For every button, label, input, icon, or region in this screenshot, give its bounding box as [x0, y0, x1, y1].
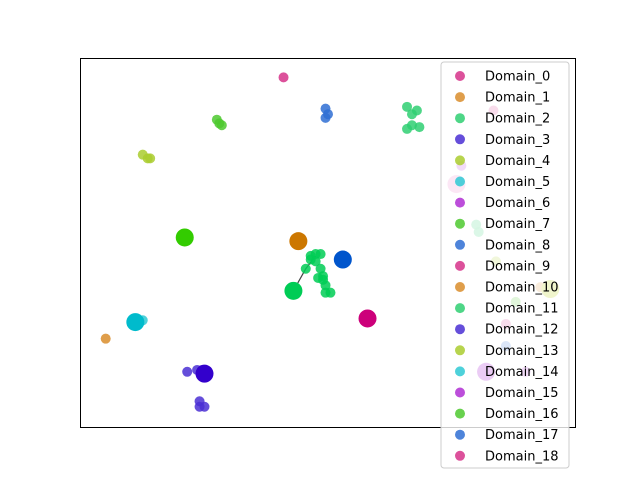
legend-marker-domain-3 — [455, 134, 465, 145]
legend-label-domain-0: Domain_0 — [485, 70, 550, 85]
centroid-3 — [195, 364, 214, 383]
legend-label-domain-1: Domain_1 — [485, 91, 550, 106]
point-cluster-green-2 — [315, 249, 326, 260]
legend-marker-domain-8 — [455, 239, 465, 250]
legend-label-domain-17: Domain_17 — [485, 428, 559, 443]
data-points — [100, 72, 546, 412]
legend-marker-domain-17 — [455, 429, 465, 440]
point-domain-1-0 — [100, 333, 111, 344]
legend-marker-domain-12 — [455, 324, 465, 335]
legend-marker-domain-5 — [455, 176, 465, 187]
legend-marker-domain-15 — [455, 387, 465, 398]
legend-label-domain-7: Domain_7 — [485, 217, 550, 232]
centroid-7 — [175, 228, 194, 247]
point-cluster-green-4 — [310, 256, 321, 267]
legend-label-domain-8: Domain_8 — [485, 238, 550, 253]
legend-marker-domain-16 — [455, 408, 465, 419]
legend-marker-domain-7 — [455, 218, 465, 229]
centroid-8 — [333, 250, 352, 269]
legend-label-domain-11: Domain_11 — [485, 302, 559, 317]
legend-label-domain-9: Domain_9 — [485, 259, 550, 274]
point-cluster-green-6 — [300, 263, 311, 274]
point-domain-2-2 — [411, 105, 422, 116]
legend-label-domain-12: Domain_12 — [485, 323, 559, 338]
legend-marker-domain-2 — [455, 113, 465, 124]
legend-label-domain-13: Domain_13 — [485, 344, 559, 359]
legend-label-domain-14: Domain_14 — [485, 365, 559, 380]
legend-marker-domain-6 — [455, 197, 465, 208]
legend-label-domain-15: Domain_15 — [485, 386, 559, 401]
point-domain-3-2 — [194, 401, 205, 412]
centroid-0 — [358, 309, 377, 328]
point-domain-4-2 — [145, 153, 156, 164]
point-domain-12-0 — [182, 366, 193, 377]
point-domain-2-4 — [414, 122, 425, 133]
legend-label-domain-18: Domain_18 — [485, 449, 559, 464]
legend-marker-domain-0 — [455, 71, 465, 81]
point-domain-2-0 — [402, 101, 413, 112]
legend-marker-domain-4 — [455, 155, 465, 166]
point-domain-0-0 — [278, 72, 289, 83]
legend-label-domain-3: Domain_3 — [485, 133, 550, 148]
legend-marker-domain-1 — [455, 92, 465, 103]
point-cluster-green-12 — [320, 287, 331, 298]
centroid-5 — [126, 313, 145, 332]
legend: Domain_0 Domain_1 Domain_2 Domain_3 Domain_4… — [440, 61, 570, 469]
legend-label-domain-16: Domain_16 — [485, 407, 559, 422]
legend-marker-domain-9 — [455, 260, 465, 271]
legend-box — [440, 61, 570, 469]
legend-marker-domain-14 — [455, 366, 465, 377]
legend-marker-domain-13 — [455, 345, 465, 356]
legend-label-domain-6: Domain_6 — [485, 196, 550, 211]
point-domain-7-2 — [216, 120, 227, 131]
legend-label-domain-10: Domain_10 — [485, 281, 559, 296]
legend-marker-domain-11 — [455, 303, 465, 314]
legend-label-domain-2: Domain_2 — [485, 112, 550, 127]
point-domain-2-5 — [402, 123, 413, 134]
legend-marker-domain-10 — [455, 282, 465, 292]
legend-label-domain-5: Domain_5 — [485, 175, 550, 190]
point-cluster-green-10 — [320, 280, 331, 291]
legend-label-domain-4: Domain_4 — [485, 154, 550, 169]
centroid-2 — [284, 281, 303, 300]
legend-marker-domain-18 — [455, 450, 465, 461]
point-domain-8-2 — [323, 109, 333, 120]
centroid-1 — [289, 232, 308, 251]
